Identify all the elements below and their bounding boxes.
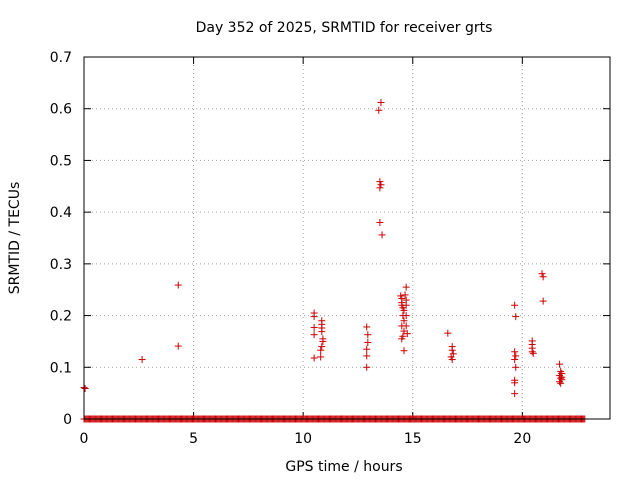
data-point: [310, 313, 318, 321]
data-point: [511, 301, 519, 309]
data-point: [401, 291, 409, 299]
data-point: [400, 317, 408, 325]
data-point: [310, 323, 318, 331]
data-point: [403, 330, 411, 338]
y-tick-label: 0: [63, 412, 72, 428]
y-tick-label: 0.2: [50, 309, 72, 325]
data-point: [318, 328, 326, 336]
data-point: [539, 273, 547, 281]
data-point: [512, 313, 520, 321]
y-tick-label: 0.1: [50, 360, 72, 376]
data-point: [529, 349, 537, 357]
data-point: [512, 352, 520, 360]
grid-layer: [84, 57, 610, 419]
data-point: [174, 281, 182, 289]
x-tick-label: 10: [294, 431, 312, 447]
data-point: [538, 270, 546, 278]
data-point: [558, 373, 566, 381]
data-point: [310, 331, 318, 339]
data-point: [174, 342, 182, 350]
data-point: [512, 363, 520, 371]
chart-title: Day 352 of 2025, SRMTID for receiver grt…: [196, 20, 493, 36]
y-tick-label: 0.6: [50, 102, 72, 118]
data-point: [363, 363, 371, 371]
data-point: [319, 337, 327, 345]
data-point: [364, 338, 372, 346]
data-point: [363, 345, 371, 353]
data-point: [556, 378, 564, 386]
data-point: [376, 184, 384, 192]
plot-frame: [83, 56, 611, 420]
data-point: [377, 99, 385, 107]
data-point: [556, 360, 564, 368]
data-points: [80, 99, 589, 423]
data-point: [528, 348, 536, 356]
data-point: [448, 356, 456, 364]
y-tick-label: 0.5: [50, 153, 72, 169]
data-point: [402, 312, 410, 320]
x-tick-label: 5: [189, 431, 198, 447]
data-point: [317, 353, 325, 361]
x-tick-label: 0: [80, 431, 89, 447]
data-point: [511, 348, 519, 356]
data-point: [310, 354, 318, 362]
data-point: [317, 346, 325, 354]
data-point: [400, 347, 408, 355]
data-point: [557, 379, 565, 387]
x-axis-label: GPS time / hours: [285, 459, 402, 475]
y-tick-label: 0.7: [50, 50, 72, 66]
y-axis-label: SRMTID / TECUs: [7, 182, 23, 295]
data-point: [375, 106, 383, 114]
data-point: [378, 231, 386, 239]
data-point: [402, 283, 410, 291]
data-point: [376, 178, 384, 186]
data-point: [539, 297, 547, 305]
data-point: [376, 218, 384, 226]
data-point: [511, 390, 519, 398]
data-point: [377, 181, 385, 189]
y-tick-label: 0.3: [50, 257, 72, 273]
axis-layer: 0 0.1 0.2 0.3 0.4 0.5 0.6 0.7 0 5 10 15 20: [50, 50, 610, 447]
data-point: [402, 301, 410, 309]
data-point: [402, 322, 410, 330]
x-tick-label: 15: [404, 431, 422, 447]
y-tick-label: 0.4: [50, 205, 72, 221]
data-point: [318, 343, 326, 351]
x-tick-label: 20: [513, 431, 531, 447]
data-point: [363, 352, 371, 360]
data-point: [511, 356, 519, 364]
data-point: [364, 331, 372, 339]
data-point: [511, 379, 519, 387]
data-point: [448, 346, 456, 354]
data-point: [398, 335, 406, 343]
data-point: [363, 323, 371, 331]
data-point: [138, 356, 146, 364]
data-point: [444, 329, 452, 337]
data-point: [400, 306, 408, 314]
data-point: [81, 384, 89, 392]
